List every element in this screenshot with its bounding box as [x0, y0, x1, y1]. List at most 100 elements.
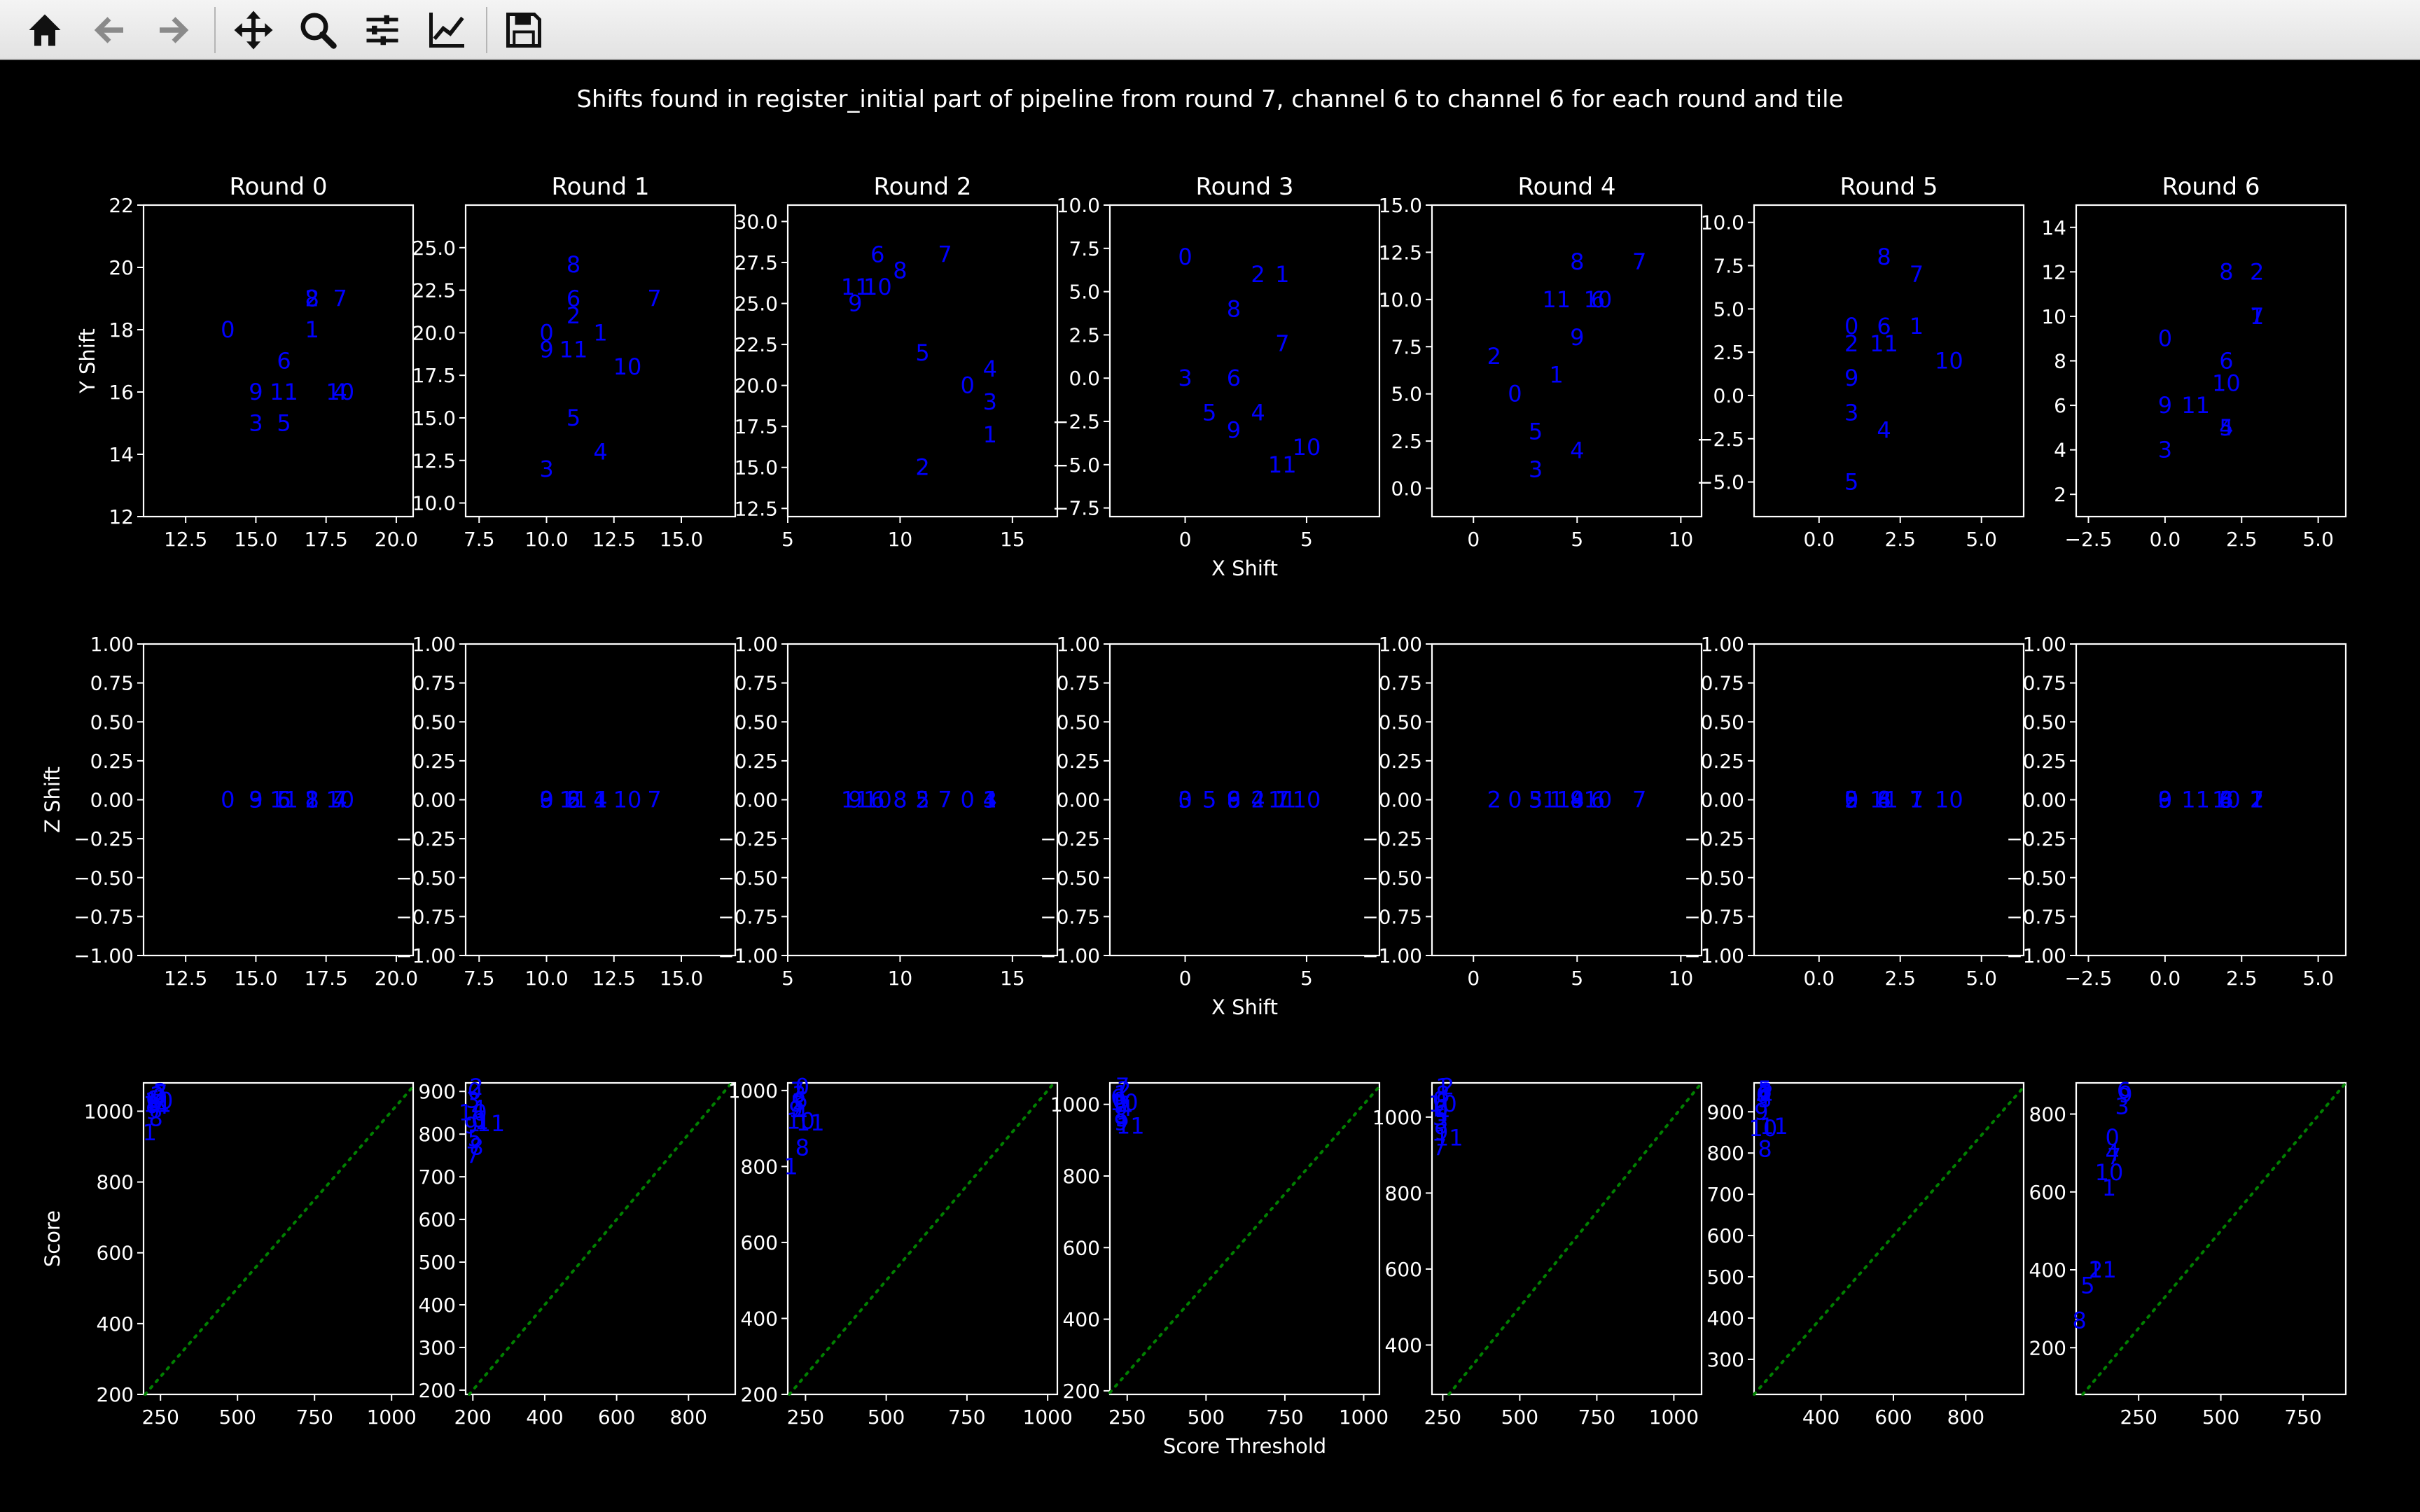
y-tick-label: 1.00 — [412, 633, 456, 656]
tile-3-point: 3 — [1758, 1086, 1772, 1113]
y-tick-label: 0.25 — [2023, 750, 2066, 773]
tile-2-point: 2 — [1440, 1073, 1454, 1100]
tile-11-point: 11 — [1435, 1125, 1463, 1152]
tile-7-point: 7 — [333, 787, 347, 813]
y-tick-label: 1000 — [1050, 1093, 1100, 1116]
tile-3-point: 3 — [539, 787, 553, 813]
axes-frame — [1431, 204, 1703, 518]
y-tick-label: 800 — [1385, 1182, 1422, 1205]
subplot-z-shift-6: −2.5 0.0 2.5 5.0 −1.00 −0.75 −0.50 −0.25 0.00 0.2… — [2006, 633, 2347, 990]
tile-0-point: 0 — [221, 316, 235, 343]
tile-11-point: 11 — [1268, 451, 1297, 478]
tile-0-point: 0 — [2158, 326, 2172, 352]
y-tick-label: 0.75 — [735, 672, 778, 695]
tile-8-point: 8 — [566, 787, 580, 813]
tile-11-point: 11 — [1268, 787, 1297, 813]
forward-button[interactable] — [146, 4, 202, 56]
x-tick-label: 5 — [781, 967, 794, 990]
y-tick-label: 15.0 — [1379, 194, 1422, 217]
y-tick-label: 200 — [2029, 1336, 2066, 1359]
home-button[interactable] — [17, 4, 73, 56]
tile-10-point: 10 — [145, 1087, 174, 1114]
y-tick-label: 15.0 — [735, 456, 778, 479]
back-button[interactable] — [81, 4, 137, 56]
tile-8-point: 8 — [305, 787, 319, 813]
y-tick-label: 0.0 — [1713, 384, 1744, 407]
x-tick-label: 10.0 — [524, 967, 568, 990]
y-tick-label: 1.00 — [90, 633, 134, 656]
subplot-title: Round 5 — [1840, 173, 1938, 201]
tile-1-point: 1 — [1758, 1078, 1772, 1105]
save-button[interactable] — [496, 4, 552, 56]
tile-0-point: 0 — [1178, 787, 1192, 813]
tile-2-point: 2 — [1251, 261, 1265, 288]
y-tick-label: −0.75 — [1684, 905, 1744, 928]
line-chart-icon — [429, 13, 464, 48]
y-tick-label: 2 — [2054, 483, 2066, 506]
tile-5-point: 5 — [1758, 1076, 1772, 1102]
edit-axis-button[interactable] — [419, 4, 475, 56]
tile-9-point: 9 — [249, 787, 263, 813]
row-ylabel: Z Shift — [41, 766, 64, 833]
y-tick-label: 22.5 — [735, 333, 778, 356]
tile-9-point: 9 — [1844, 365, 1858, 391]
pan-button[interactable] — [225, 4, 281, 56]
tile-3-point: 3 — [249, 787, 263, 813]
tile-6-point: 6 — [471, 1106, 485, 1133]
y-tick-label: 0.50 — [90, 710, 134, 734]
tile-0-point: 0 — [960, 372, 974, 399]
tile-7-point: 7 — [1275, 787, 1289, 813]
row-xlabel: Score Threshold — [1163, 1434, 1326, 1458]
y-tick-label: 12.5 — [412, 449, 456, 472]
y-tick-label: −0.50 — [74, 867, 134, 890]
y-tick-label: 200 — [97, 1383, 134, 1406]
axes-frame — [1108, 204, 1381, 518]
tile-6-point: 6 — [1111, 1084, 1125, 1110]
y-tick-label: 1.00 — [1057, 633, 1100, 656]
tile-4-point: 4 — [593, 439, 607, 465]
tile-3-point: 3 — [249, 410, 263, 437]
y-tick-label: 1.00 — [735, 633, 778, 656]
tile-6-point: 6 — [793, 1086, 807, 1113]
tile-10-point: 10 — [1935, 348, 1963, 374]
y-tick-label: 2.5 — [1713, 341, 1744, 364]
x-tick-label: 500 — [1188, 1406, 1225, 1429]
subplot-y-shift-1: 7.5 10.0 12.5 15.0 10.0 12.5 15.0 17.5 20.0 22.5 2… — [412, 173, 737, 551]
tile-10-point: 10 — [326, 787, 354, 813]
x-tick-label: 1000 — [367, 1406, 417, 1429]
y-tick-label: 400 — [1063, 1308, 1100, 1331]
tile-2-point: 2 — [1844, 330, 1858, 357]
tile-4-point: 4 — [2219, 414, 2233, 441]
x-tick-label: 0 — [1467, 967, 1480, 990]
toolbar-separator — [214, 7, 216, 53]
tile-9-point: 9 — [848, 787, 862, 813]
y-tick-label: −0.75 — [74, 905, 134, 928]
tile-6-point: 6 — [277, 787, 291, 813]
tile-11-point: 11 — [796, 1110, 825, 1136]
tile-10-point: 10 — [2095, 1159, 2124, 1186]
y-tick-label: 30.0 — [735, 210, 778, 233]
tile-9-point: 9 — [1754, 1098, 1768, 1125]
y-tick-label: 400 — [97, 1312, 134, 1336]
reference-line — [2081, 1082, 2347, 1396]
tile-3-point: 3 — [983, 388, 997, 415]
tile-8-point: 8 — [1877, 787, 1891, 813]
tile-4-point: 4 — [1756, 1084, 1770, 1111]
tile-4-point: 4 — [1251, 400, 1265, 426]
subplot-title: Round 6 — [2162, 173, 2260, 201]
tile-2-point: 2 — [915, 454, 929, 481]
y-tick-label: 25.0 — [412, 237, 456, 260]
tile-4-point: 4 — [1570, 787, 1584, 813]
zoom-button[interactable] — [290, 4, 346, 56]
configure-subplots-button[interactable] — [354, 4, 410, 56]
y-tick-label: −0.50 — [396, 867, 456, 890]
tile-0-point: 0 — [1508, 787, 1522, 813]
tile-9-point: 9 — [1227, 787, 1241, 813]
tile-10-point: 10 — [613, 354, 642, 380]
tile-6-point: 6 — [870, 787, 884, 813]
tile-11-point: 11 — [2088, 1256, 2117, 1283]
tile-10-point: 10 — [459, 1100, 487, 1126]
tile-9-point: 9 — [464, 1112, 478, 1139]
y-tick-label: 12.5 — [1379, 241, 1422, 264]
y-tick-label: 600 — [741, 1231, 778, 1254]
